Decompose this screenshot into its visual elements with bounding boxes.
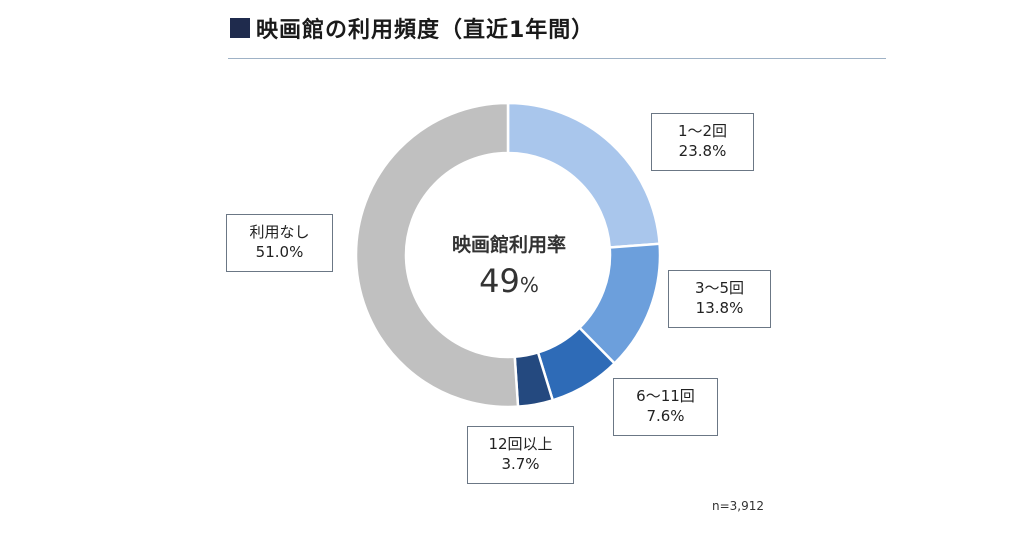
callout-6-11: 6～11回 7.6%	[613, 378, 718, 436]
callout-1-2-label: 1～2回	[677, 122, 728, 140]
center-value-number: 49	[479, 262, 520, 300]
title-text: 映画館の利用頻度（直近1年間）	[256, 18, 595, 43]
callout-6-11-label: 6～11回	[636, 387, 695, 405]
callout-3-5-value: 13.8%	[695, 299, 744, 317]
title-divider	[228, 58, 886, 59]
callout-12-plus: 12回以上 3.7%	[467, 426, 574, 484]
callout-12-plus-value: 3.7%	[501, 455, 540, 473]
title-square-marker	[230, 18, 250, 38]
callout-3-5-label: 3～5回	[694, 279, 745, 297]
callout-none-value: 51.0%	[255, 243, 304, 261]
callout-1-2: 1～2回 23.8%	[651, 113, 754, 171]
center-value: 49%	[434, 262, 584, 300]
callout-1-2-value: 23.8%	[678, 142, 727, 160]
center-label: 映画館利用率	[451, 234, 566, 256]
donut-slice-4	[354, 101, 520, 409]
center-value-unit: %	[519, 273, 539, 297]
chart-title: 映画館の利用頻度（直近1年間）	[230, 12, 594, 44]
callout-6-11-value: 7.6%	[646, 407, 685, 425]
donut-slice-0	[506, 101, 661, 249]
callout-none: 利用なし 51.0%	[226, 214, 333, 272]
sample-size-note: n=3,912	[712, 499, 765, 513]
callout-3-5: 3～5回 13.8%	[668, 270, 771, 328]
callout-none-label: 利用なし	[249, 223, 310, 241]
callout-12-plus-label: 12回以上	[488, 435, 553, 453]
